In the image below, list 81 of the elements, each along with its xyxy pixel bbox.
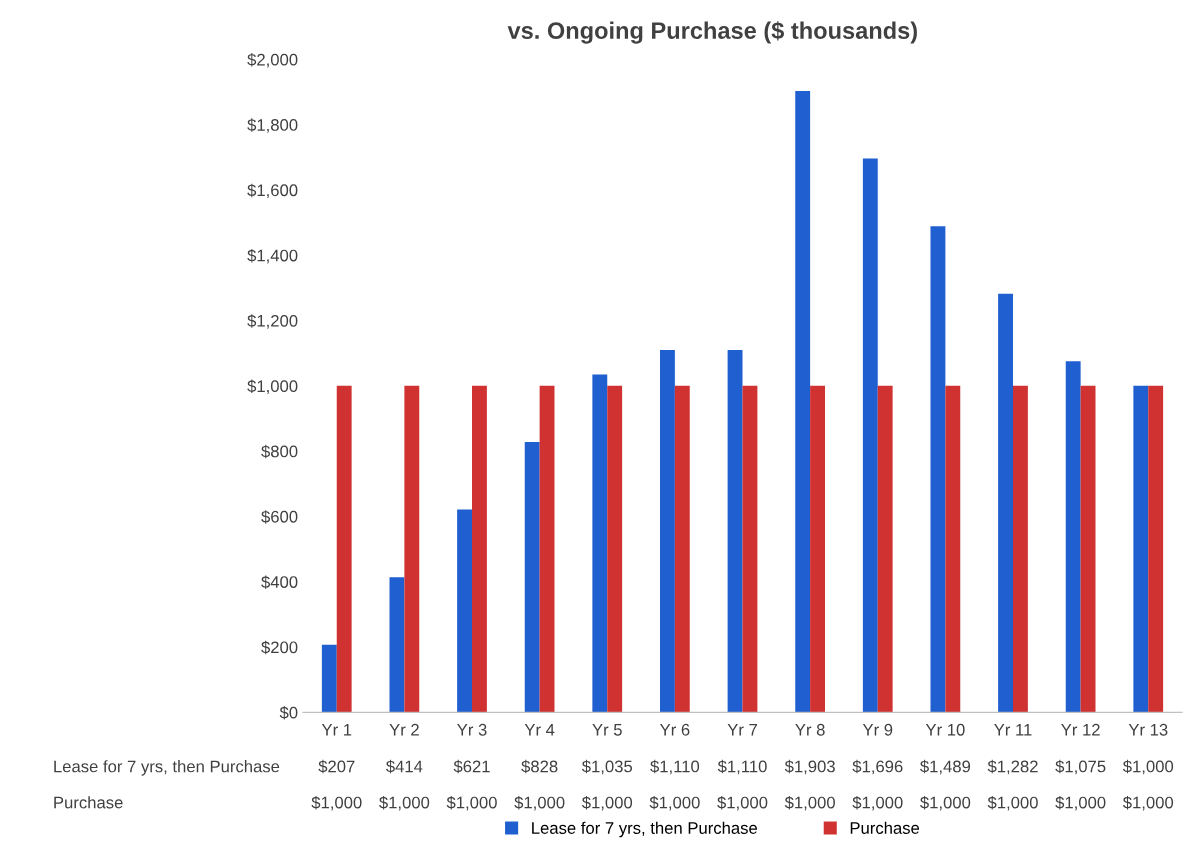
legend-label: Lease for 7 yrs, then Purchase [532,821,758,838]
y-tick-label: $1,000 [247,379,298,395]
data-label: $1,035 [581,759,633,775]
bar [945,385,961,713]
bar [795,91,811,713]
x-tick-label: Yr 1 [321,724,352,736]
y-tick-label: $2,000 [247,53,298,68]
data-label: $207 [318,759,355,774]
bar [998,293,1013,713]
bar [877,385,893,713]
y-tick-label: $600 [261,510,298,524]
bar [1065,361,1081,713]
bar [539,385,555,713]
x-tick-label: Yr 3 [457,723,487,736]
y-tick-label: $1,800 [247,118,298,133]
bar [607,385,623,713]
data-label: $1,000 [514,795,565,811]
x-tick-label: Yr 8 [795,723,825,736]
data-label: $1,000 [649,795,700,811]
bar [727,349,743,713]
y-tick-label: $1,200 [247,314,298,329]
bar [472,385,487,713]
bar [1080,385,1096,713]
y-tick-label: $1,400 [247,248,298,264]
data-label: $1,000 [446,795,497,811]
data-label: $414 [386,759,423,774]
bar [1013,385,1028,713]
x-tick-label: Yr 5 [592,724,622,736]
bar [674,385,690,713]
legend-label: Purchase [850,821,920,834]
data-label: $1,903 [784,759,835,775]
bar [810,385,825,713]
bar [592,374,608,713]
data-label: $1,000 [1122,759,1174,775]
text: Purchase [54,796,123,809]
x-tick-label: Yr 13 [1128,723,1168,736]
data-label: $1,000 [581,795,633,811]
data-label: $1,000 [920,795,971,811]
data-label: $1,110 [717,759,767,775]
x-tick-label: Yr 6 [659,723,690,736]
y-tick-label: $400 [261,575,298,589]
bar [524,441,540,713]
x-tick-label: Yr 11 [994,724,1032,736]
x-tick-label: Yr 7 [727,724,757,736]
data-label: $1,110 [650,759,700,775]
y-tick-label: $800 [261,444,298,459]
bar [930,226,946,713]
bar [404,385,420,713]
x-tick-label: Yr 12 [1061,723,1100,736]
text: Lease for 7 yrs, then Purchase [54,760,280,776]
data-label: $1,282 [987,759,1038,775]
data-label: $1,489 [920,759,971,775]
bar [862,158,878,713]
x-tick-label: Yr 9 [862,723,893,736]
x-tick-label: Yr 2 [389,723,419,736]
chart-title: vs. Ongoing Purchase ($ thousands) [507,21,917,44]
y-tick-label: $1,600 [247,183,298,199]
bar [660,349,675,713]
data-label: $1,000 [717,795,768,811]
data-label: $1,000 [379,795,430,811]
data-label: $1,000 [1122,795,1174,811]
bar [336,385,352,713]
data-label: $1,000 [311,795,362,811]
bar [1148,385,1164,713]
y-tick-label: $0 [279,706,298,720]
data-label: $1,000 [987,795,1038,811]
data-label: $1,000 [852,795,903,811]
bar [742,385,758,713]
data-label: $828 [521,759,558,774]
y-tick-label: $200 [261,640,298,655]
x-tick-label: Yr 4 [524,724,555,736]
bar [457,509,472,713]
bar [389,577,405,713]
data-label: $1,000 [784,795,835,811]
data-label: $1,075 [1055,759,1106,775]
bar [1133,385,1149,713]
data-label: $621 [453,759,490,774]
bar [321,644,337,713]
x-tick-label: Yr 10 [925,723,965,736]
data-label: $1,000 [1055,795,1106,811]
data-label: $1,696 [852,759,903,775]
